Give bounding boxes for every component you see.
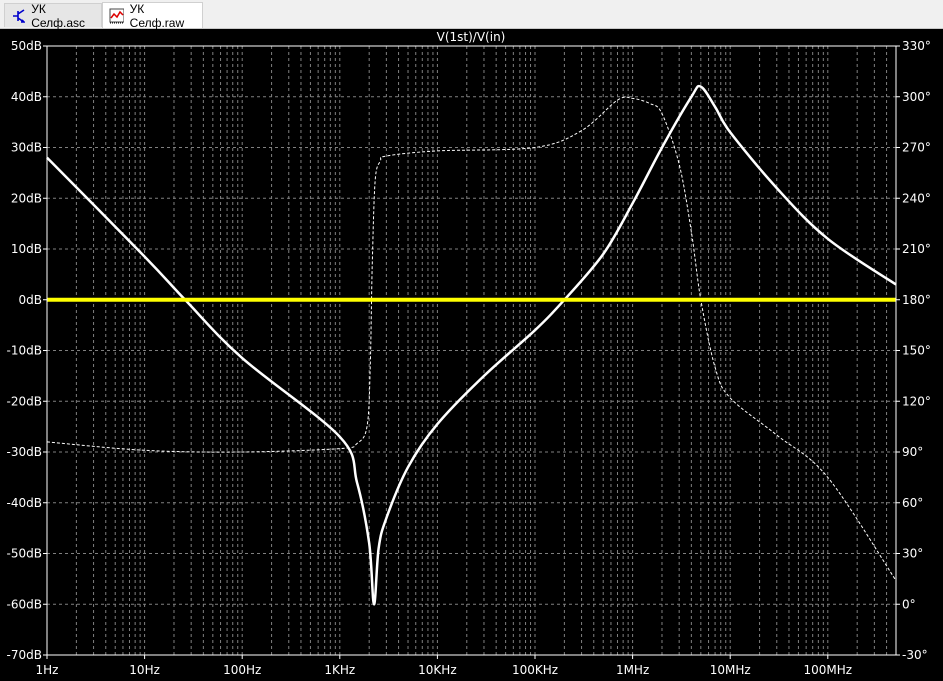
x-tick-label: 100Hz bbox=[223, 663, 261, 677]
plot-frame bbox=[46, 45, 897, 656]
y-right-tick-label: 120° bbox=[902, 394, 931, 408]
tab-waveform[interactable]: УК Селф.raw bbox=[102, 1, 203, 30]
x-tick-label: 1KHz bbox=[324, 663, 355, 677]
y-right-tick-label: 240° bbox=[902, 191, 931, 205]
y-right-tick-label: 300° bbox=[902, 90, 931, 104]
y-left-tick-label: 10dB bbox=[11, 242, 42, 256]
bode-plot[interactable]: V(1st)/V(in) 50dB 330° 40dB 300° 30dB 270° 20d… bbox=[0, 28, 943, 681]
x-tick-label: 10Hz bbox=[129, 663, 160, 677]
y-right-tick-label: 150° bbox=[902, 344, 931, 358]
y-right-tick-label: 330° bbox=[902, 39, 931, 53]
y-left-tick-label: 20dB bbox=[11, 191, 42, 205]
y-left-tick-label: 30dB bbox=[11, 141, 42, 155]
grid bbox=[47, 46, 896, 655]
y-left-tick-label: 40dB bbox=[11, 90, 42, 104]
waveform-icon bbox=[109, 8, 124, 23]
x-tick-label: 100MHz bbox=[804, 663, 853, 677]
x-tick-label: 100KHz bbox=[512, 663, 558, 677]
schematic-transistor-icon bbox=[13, 8, 26, 23]
y-right-tick-label: 270° bbox=[902, 141, 931, 155]
x-tick-label: 1Hz bbox=[36, 663, 59, 677]
traces bbox=[46, 84, 897, 606]
tab-bar: УК Селф.asc УК Селф.raw bbox=[0, 0, 943, 30]
tab-label: УК Селф.raw bbox=[129, 1, 185, 30]
tab-label: УК Селф.asc bbox=[31, 1, 86, 30]
tab-schematic[interactable]: УК Селф.asc bbox=[4, 1, 102, 30]
y-right-tick-label: 30° bbox=[902, 547, 923, 561]
y-left-tick-label: -20dB bbox=[7, 394, 42, 408]
y-left-tick-label: 50dB bbox=[11, 39, 42, 53]
plot-title: V(1st)/V(in) bbox=[437, 30, 506, 44]
y-left-tick-label: -10dB bbox=[7, 344, 42, 358]
x-tick-label: 10MHz bbox=[710, 663, 751, 677]
x-tick-label: 1MHz bbox=[616, 663, 649, 677]
y-left-tick-label: 0dB bbox=[19, 293, 42, 307]
y-right-tick-label: 90° bbox=[902, 445, 923, 459]
y-right-tick-label: 180° bbox=[902, 293, 931, 307]
y-left-tick-label: -40dB bbox=[7, 496, 42, 510]
y-left-tick-label: -70dB bbox=[7, 648, 42, 662]
phase-trace[interactable] bbox=[46, 96, 897, 581]
axis-ticks: 50dB 330° 40dB 300° 30dB 270° 20dB 240° 10dB 210°… bbox=[7, 39, 931, 677]
y-left-tick-label: -50dB bbox=[7, 547, 42, 561]
y-right-tick-label: 60° bbox=[902, 496, 923, 510]
magnitude-trace[interactable] bbox=[46, 84, 897, 606]
x-tick-label: 10KHz bbox=[418, 663, 456, 677]
y-right-tick-label: -30° bbox=[902, 648, 928, 662]
y-left-tick-label: -30dB bbox=[7, 445, 42, 459]
y-right-tick-label: 210° bbox=[902, 242, 931, 256]
y-left-tick-label: -60dB bbox=[7, 597, 42, 611]
y-right-tick-label: 0° bbox=[902, 597, 916, 611]
